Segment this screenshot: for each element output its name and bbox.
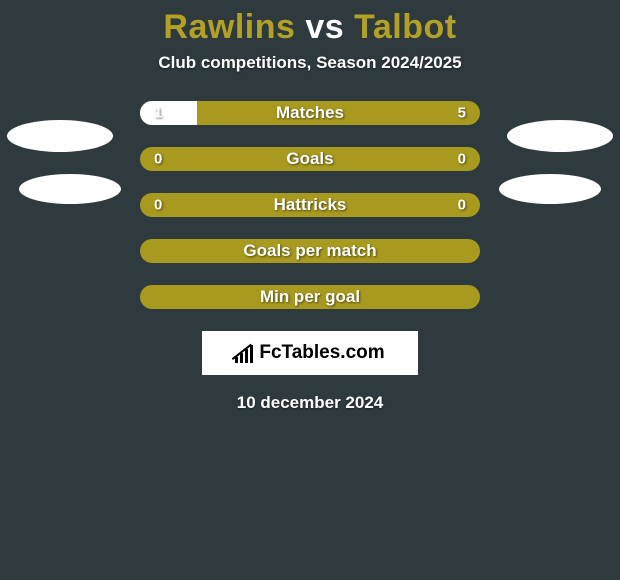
- stat-bar-fill-left: [140, 101, 197, 125]
- date-label: 10 december 2024: [0, 393, 620, 413]
- page-title: Rawlins vs Talbot: [0, 8, 620, 47]
- stat-bar-label: Min per goal: [260, 287, 360, 307]
- title-player2: Talbot: [354, 8, 456, 46]
- avatar-placeholder-right-2: [499, 174, 601, 204]
- stat-bar: Hattricks 0 0: [140, 193, 480, 217]
- logo-chart-icon: [235, 343, 253, 363]
- subtitle: Club competitions, Season 2024/2025: [0, 53, 620, 73]
- title-vs: vs: [305, 8, 344, 46]
- stat-bar: Goals 0 0: [140, 147, 480, 171]
- stat-bar-label: Goals: [286, 149, 333, 169]
- stat-bar-value-right: 0: [458, 151, 466, 168]
- title-player1: Rawlins: [163, 8, 295, 46]
- stat-bar-label: Matches: [276, 103, 344, 123]
- avatar-placeholder-left-2: [19, 174, 121, 204]
- stat-bar-label: Hattricks: [274, 195, 347, 215]
- stat-bar: Goals per match: [140, 239, 480, 263]
- stat-bar-value-left: 1: [154, 105, 162, 122]
- fctables-logo: FcTables.com: [202, 331, 418, 375]
- avatar-placeholder-left-1: [7, 120, 113, 152]
- stat-bar: Matches 1 5: [140, 101, 480, 125]
- logo-text: FcTables.com: [259, 342, 384, 364]
- stat-bar: Min per goal: [140, 285, 480, 309]
- stat-bar-label: Goals per match: [243, 241, 376, 261]
- avatar-placeholder-right-1: [507, 120, 613, 152]
- comparison-card: Rawlins vs Talbot Club competitions, Sea…: [0, 0, 620, 580]
- stat-bar-value-left: 0: [154, 151, 162, 168]
- stat-bar-value-left: 0: [154, 197, 162, 214]
- stat-bar-value-right: 0: [458, 197, 466, 214]
- stats-stage: Matches 1 5 Goals 0 0 Hattricks 0 0 Goals per mat…: [0, 101, 620, 413]
- stat-bar-value-right: 5: [458, 105, 466, 122]
